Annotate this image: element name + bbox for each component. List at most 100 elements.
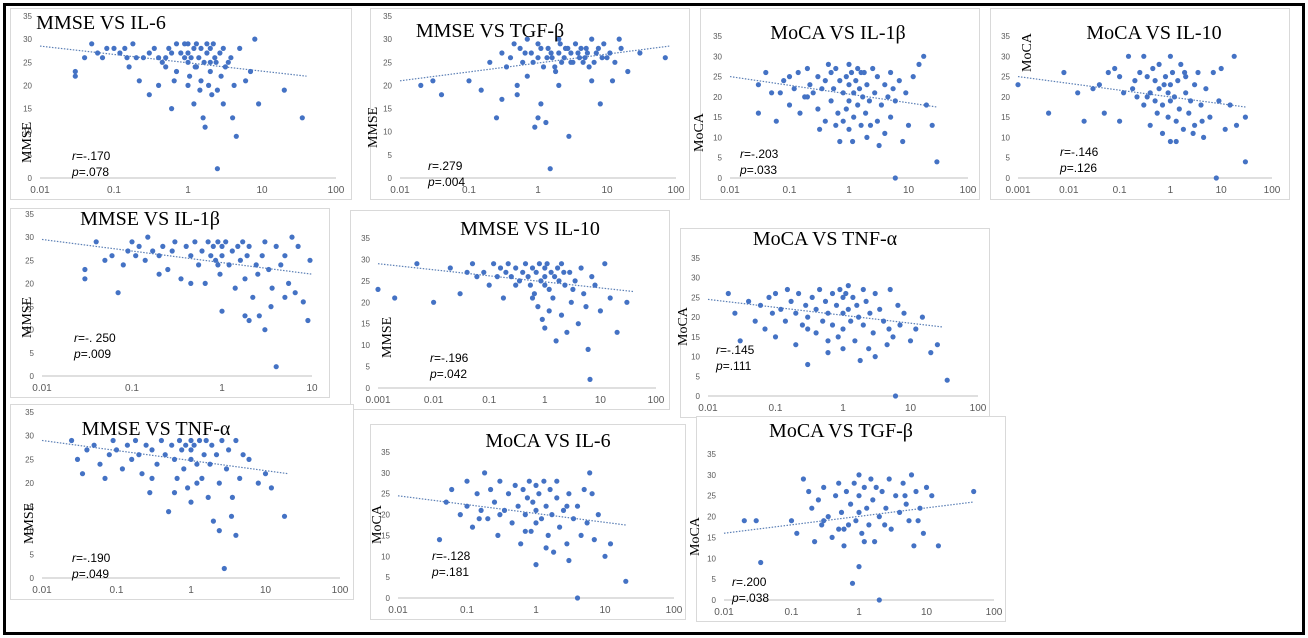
data-point (877, 306, 883, 312)
data-point (835, 334, 841, 340)
data-point (156, 55, 162, 61)
plot-border (10, 8, 352, 200)
data-point (1112, 65, 1118, 72)
panel-mmse-tnfa: 0 5 10 15 20 25 30 35 0.01 0.1 1 10 100 MMSE VS TNF-… (10, 404, 354, 600)
x-tick-label: 1 (219, 383, 225, 394)
data-point (741, 518, 747, 524)
data-point (89, 41, 95, 47)
chart-title: MMSE VS IL-1β (80, 208, 220, 230)
data-point (752, 318, 758, 324)
data-point (817, 286, 823, 293)
data-point (845, 283, 851, 289)
data-point (541, 478, 547, 484)
r-value: =-.196 (434, 351, 469, 365)
x-tick-label: 1 (535, 185, 541, 196)
data-point (755, 82, 761, 88)
data-point (1125, 53, 1132, 59)
data-point (173, 68, 180, 75)
y-tick-label: 35 (25, 210, 34, 219)
data-point (392, 295, 398, 301)
data-point (535, 115, 541, 121)
data-point (1242, 114, 1248, 120)
data-point (580, 59, 586, 65)
data-point (174, 475, 180, 481)
y-tick-label: 25 (691, 293, 700, 302)
data-point (855, 102, 861, 108)
data-point (542, 265, 548, 271)
data-point (222, 64, 228, 70)
data-point (1165, 114, 1171, 120)
data-point (558, 312, 565, 318)
data-point (1161, 82, 1167, 88)
data-point (589, 78, 595, 84)
data-point (166, 509, 172, 515)
data-point (185, 82, 191, 88)
data-point (185, 59, 191, 65)
data-point (575, 50, 581, 56)
data-point (825, 514, 831, 520)
data-point (531, 291, 537, 297)
data-point (819, 86, 825, 92)
data-point (169, 248, 175, 254)
data-point (474, 274, 480, 280)
data-point (202, 124, 208, 130)
data-point (746, 298, 752, 304)
data-point (860, 286, 866, 293)
data-point (478, 507, 484, 513)
y-tick-label: 10 (25, 326, 34, 335)
data-point (188, 456, 194, 462)
data-point (868, 476, 874, 482)
data-point (120, 262, 126, 268)
x-tick-label: 0.001 (1005, 185, 1030, 196)
data-point (566, 133, 572, 139)
data-point (1173, 118, 1179, 124)
data-point (856, 509, 862, 515)
y-tick-label: 10 (691, 353, 700, 362)
chart-title: MMSE VS IL-6 (36, 12, 166, 34)
data-point (299, 115, 305, 121)
x-tick-label: 10 (595, 395, 607, 406)
data-point (84, 447, 90, 453)
data-point (129, 239, 135, 245)
data-point (536, 491, 542, 497)
p-stat: p=.181 (432, 564, 469, 580)
data-point (449, 486, 455, 493)
data-point (194, 480, 200, 486)
data-point (833, 493, 839, 499)
data-point (246, 456, 252, 462)
data-point (548, 50, 554, 56)
data-point (860, 322, 866, 328)
data-point (618, 45, 624, 52)
data-point (300, 299, 306, 305)
data-point (528, 528, 534, 534)
data-point (447, 265, 453, 271)
data-point (514, 92, 520, 98)
data-point (125, 248, 131, 254)
data-point (522, 528, 528, 534)
data-point (528, 50, 534, 56)
data-point (584, 520, 590, 526)
y-tick-label: 0 (1006, 174, 1011, 183)
chart-title: MMSE VS IL-10 (460, 218, 600, 240)
y-tick-label: 30 (25, 432, 34, 441)
data-point (1121, 90, 1127, 96)
data-point (796, 290, 802, 297)
data-point (872, 290, 878, 297)
data-point (815, 106, 821, 112)
data-point (549, 512, 555, 518)
data-point (179, 447, 185, 453)
data-point (160, 243, 166, 249)
data-point (852, 338, 858, 344)
x-tick-label: 0.1 (783, 185, 797, 196)
data-point (857, 357, 863, 364)
y-tick-label: 30 (707, 471, 716, 480)
data-point (542, 325, 548, 331)
data-point (923, 102, 929, 108)
data-point (550, 295, 556, 301)
p-value: =.033 (746, 163, 778, 177)
data-point (154, 461, 160, 467)
data-point (944, 377, 950, 383)
data-point (929, 493, 935, 499)
data-point (890, 86, 896, 92)
data-point (156, 271, 162, 277)
